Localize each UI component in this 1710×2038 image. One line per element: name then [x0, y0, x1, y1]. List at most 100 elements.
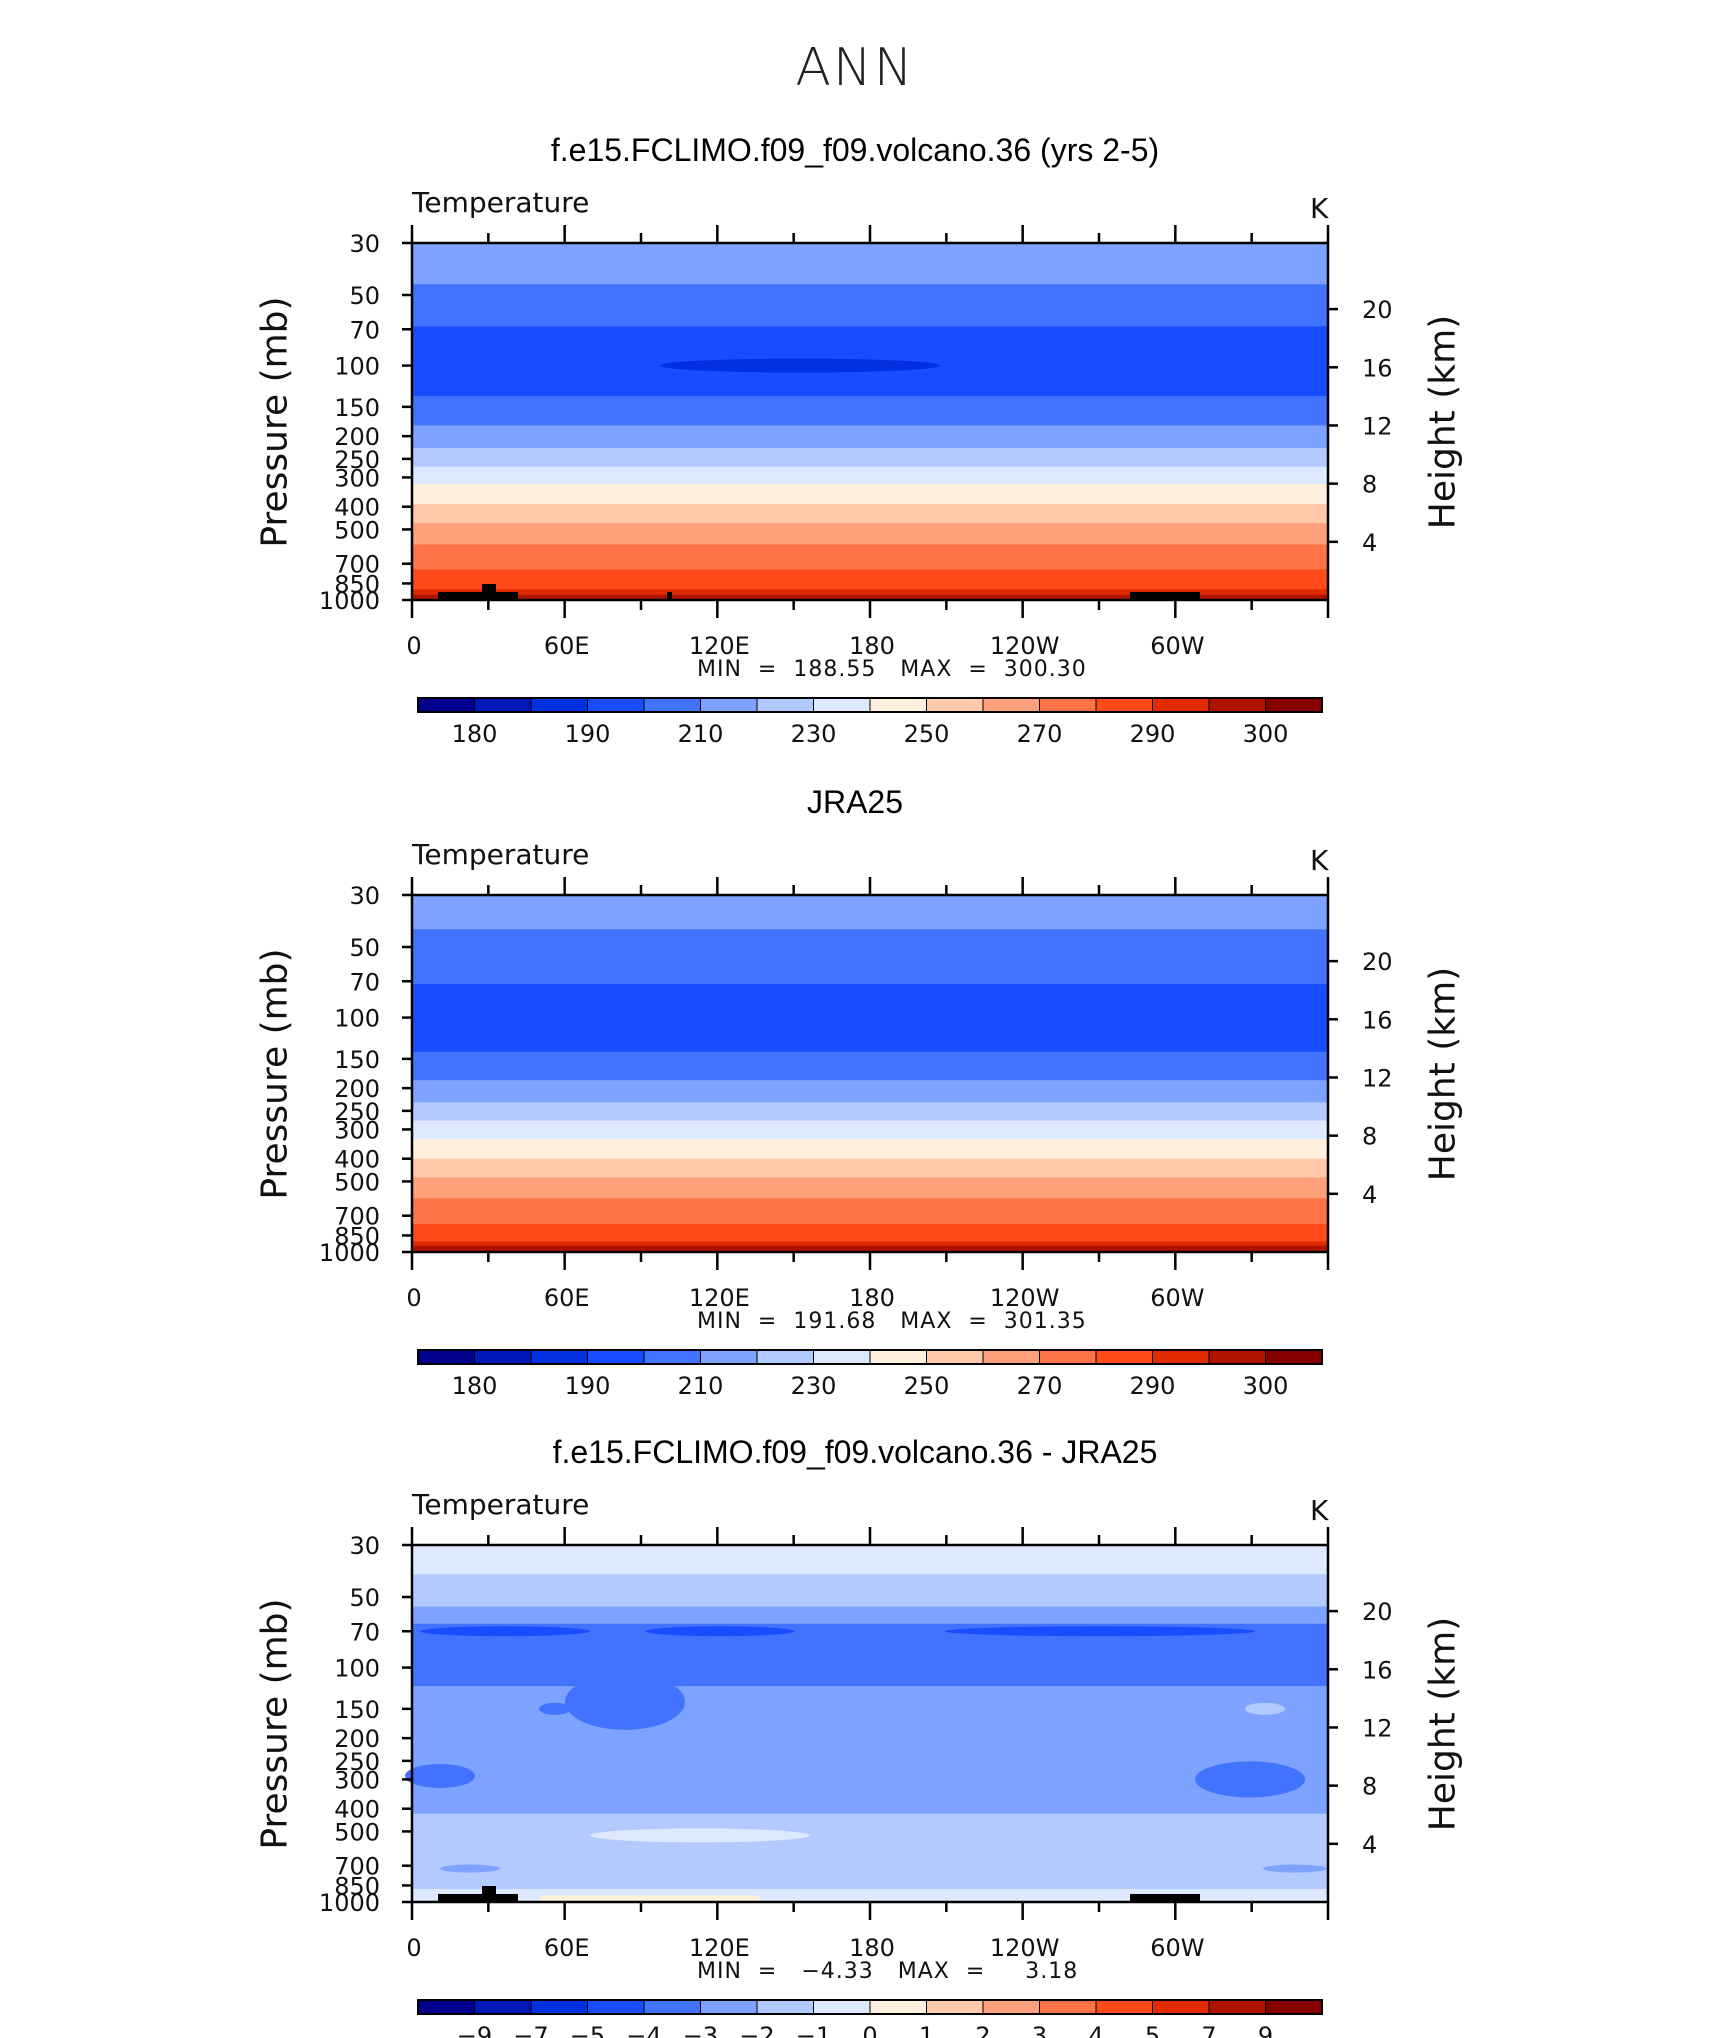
panel-3-colorbar-label: 5	[1145, 2022, 1160, 2038]
panel-3-colorbar-label: −9	[457, 2022, 492, 2038]
panel-1-contour-band	[412, 425, 1328, 449]
panel-3-x-tick-label: 120E	[689, 1934, 750, 1962]
panel-2-contour-band	[412, 1224, 1328, 1242]
panel-2-colorbar-box	[417, 1349, 476, 1365]
panel-1-contour-band	[412, 544, 1328, 570]
panel-1-x-tick-label: 120E	[689, 632, 750, 660]
panel-2-stats: MIN = 191.68 MAX = 301.35	[697, 1309, 1087, 1334]
panel-1-colorbar-box	[1152, 697, 1210, 713]
panel-2-y-tick-label: 400	[334, 1146, 380, 1174]
panel-3-colorbar-label: −2	[739, 2022, 774, 2038]
panel-3-y-tick-label: 30	[349, 1532, 380, 1560]
panel-3-colorbar-label: −3	[683, 2022, 718, 2038]
panel-1-right-tick-label: 4	[1362, 529, 1377, 557]
panel-1-y-tick-label: 50	[349, 282, 380, 310]
panel-1-y-tick-label: 100	[334, 353, 380, 381]
panel-2-colorbar-box	[813, 1349, 871, 1365]
panel-2-colorbar-label: 190	[565, 1372, 611, 1400]
panel-3-x-tick-label: 0	[406, 1934, 421, 1962]
panel-3-colorbar-box	[700, 1999, 758, 2015]
panel-1-colorbar-box	[869, 697, 928, 713]
panel-3-colorbar-box	[813, 1999, 871, 2015]
panel-1-contour-band	[412, 396, 1328, 426]
panel-1-colorbar-box	[643, 697, 702, 713]
panel-3-x-tick-label: 180	[849, 1934, 895, 1962]
panel-1-colorbar-label: 190	[565, 720, 611, 748]
panel-3-right-tick-label: 20	[1362, 1598, 1393, 1626]
panel-2-colorbar-box	[1095, 1349, 1154, 1365]
panel-1-contour-band	[412, 504, 1328, 524]
panel-3-y-tick-label: 100	[334, 1655, 380, 1683]
panel-1-cold-core	[660, 358, 940, 373]
panel-3-y-tick-label: 70	[349, 1618, 380, 1646]
panel-2-colorbar-label: 180	[452, 1372, 498, 1400]
panel-3-colorbar-box	[530, 1999, 589, 2015]
panel-3-colorbar-label: 9	[1258, 2022, 1273, 2038]
panel-3-y-tick-label: 700	[334, 1853, 380, 1881]
panel-2-x-tick-label: 60E	[544, 1284, 590, 1312]
panel-1-y-tick-label: 200	[334, 423, 380, 451]
panel-3-contour-band	[412, 1574, 1328, 1608]
panel-1-right-tick-label: 16	[1362, 354, 1393, 382]
panel-3-y-tick-label: 500	[334, 1818, 380, 1846]
panel-3-colorbar-box	[1095, 1999, 1154, 2015]
panel-2-right-tick-label: 8	[1362, 1123, 1377, 1151]
panel-2-contour-band	[412, 929, 1328, 985]
panel-1-y-tick-label: 150	[334, 394, 380, 422]
panel-2-colorbar-box	[530, 1349, 589, 1365]
panel-1-contour-band	[412, 284, 1328, 327]
panel-1-y-tick-label: 1000	[319, 587, 380, 615]
panel-1-right-tick-label: 20	[1362, 296, 1393, 324]
panel-1-colorbar-label: 210	[678, 720, 724, 748]
panel-2-right-tick-label: 12	[1362, 1064, 1393, 1092]
panel-2-contour-band	[412, 1120, 1328, 1140]
panel-2-x-tick-label: 0	[406, 1284, 421, 1312]
panel-3-blob	[405, 1763, 475, 1788]
panel-3-contour-band	[412, 1606, 1328, 1625]
panel-1-topography	[667, 592, 672, 600]
panel-1-colorbar-box	[587, 697, 645, 713]
panel-1-colorbar-label: 180	[452, 720, 498, 748]
panel-2-contour-band	[412, 984, 1328, 1053]
panel-2-y-tick-label: 30	[349, 882, 380, 910]
panel-1-colorbar-box	[1265, 697, 1323, 713]
panel-1-colorbar-box	[982, 697, 1041, 713]
panel-2-contour-band	[412, 1198, 1328, 1225]
panel-3-blob	[420, 1626, 590, 1637]
panel-2-contour-band	[412, 1080, 1328, 1103]
panel-3-colorbar-box	[1039, 1999, 1097, 2015]
panel-1-x-tick-label: 180	[849, 632, 895, 660]
panel-2-y-tick-label: 100	[334, 1005, 380, 1033]
panel-2-variable-label: Temperature	[412, 838, 590, 871]
panel-3-colorbar-label: 0	[862, 2022, 877, 2038]
panel-2-colorbar-label: 230	[791, 1372, 837, 1400]
panel-3-colorbar-box	[1265, 1999, 1323, 2015]
panel-1-colorbar-box	[1095, 697, 1154, 713]
panel-3-contour-band	[412, 1545, 1328, 1575]
panel-3-right-axis-title: Height (km)	[1422, 1616, 1464, 1832]
panel-2-colorbar-box	[982, 1349, 1041, 1365]
panel-2-contour-band	[412, 1177, 1328, 1199]
panel-1-colorbar-box	[1208, 697, 1267, 713]
panel-2-colorbar-box	[1039, 1349, 1097, 1365]
panel-3-x-tick-label: 60W	[1150, 1934, 1204, 1962]
panel-2-y-tick-label: 1000	[319, 1239, 380, 1267]
panel-3-contour-band	[412, 1813, 1328, 1890]
panel-2-colorbar-box	[587, 1349, 645, 1365]
panel-2-x-tick-label: 180	[849, 1284, 895, 1312]
panel-2-contour-band	[412, 895, 1328, 930]
panel-3-y-tick-label: 850	[334, 1872, 380, 1900]
panel-3-blob	[1263, 1864, 1327, 1873]
panel-1-y-tick-label: 300	[334, 464, 380, 492]
panel-2-colorbar-box	[1208, 1349, 1267, 1365]
panel-2-title: JRA25	[806, 784, 904, 820]
panel-2-colorbar-box	[700, 1349, 758, 1365]
panel-2-x-tick-label: 120E	[689, 1284, 750, 1312]
panel-1-topography	[438, 592, 518, 600]
panel-3-colorbar-label: −7	[513, 2022, 548, 2038]
panel-1-x-tick-label: 120W	[990, 632, 1060, 660]
panel-2-y-tick-label: 500	[334, 1168, 380, 1196]
panel-3-colorbar-box	[417, 1999, 476, 2015]
panel-3-right-tick-label: 12	[1362, 1714, 1393, 1742]
